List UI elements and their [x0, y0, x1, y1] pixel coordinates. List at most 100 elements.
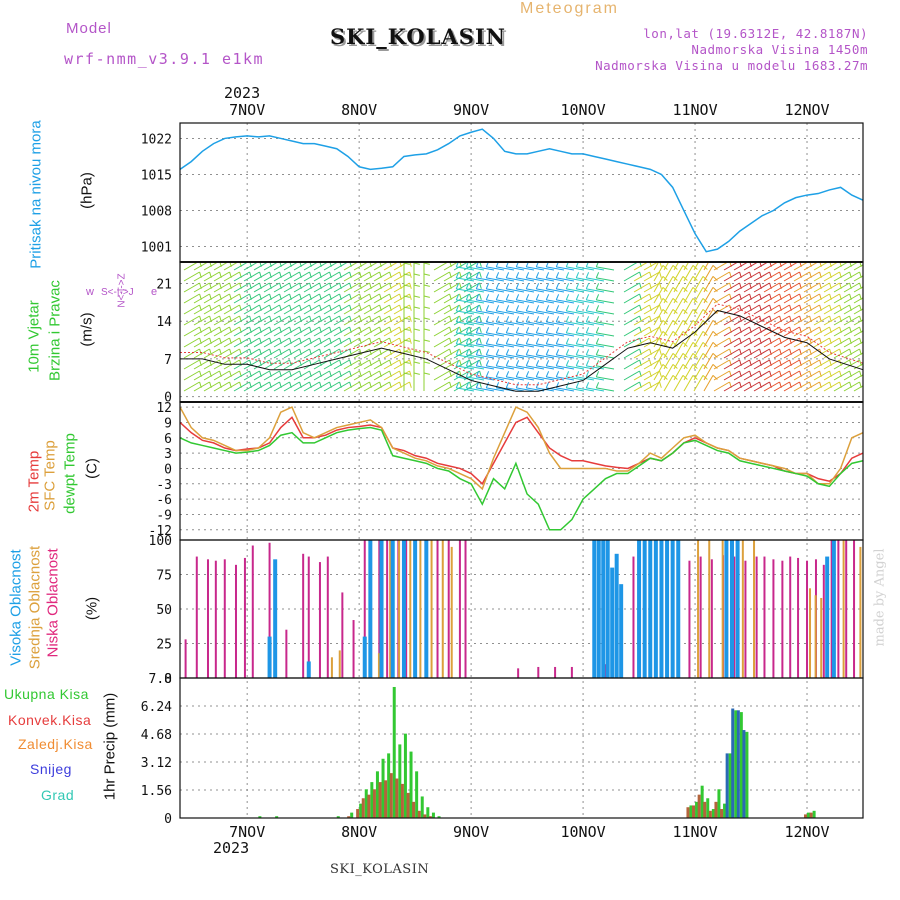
wind-barb — [763, 381, 780, 392]
low-cloud-bar — [302, 553, 305, 678]
wind-barb-flag — [423, 317, 430, 320]
wind-barb — [596, 343, 615, 348]
wind-barb — [693, 298, 704, 315]
wind-barb — [643, 315, 660, 326]
wind-barb-flag — [575, 316, 580, 323]
wind-barb — [833, 282, 850, 293]
wind-barb — [853, 308, 863, 315]
wind-barb-flag — [673, 254, 677, 258]
wind-barb — [243, 315, 260, 326]
wind-barb — [393, 271, 410, 282]
wind-barb — [623, 348, 640, 359]
wind-barb — [223, 337, 240, 348]
mid-cloud-bar — [398, 540, 401, 678]
wind-barb — [643, 359, 660, 370]
wind-barb — [576, 277, 595, 282]
wind-barb — [443, 304, 460, 315]
wind-barb — [203, 271, 220, 282]
wind-barb — [253, 337, 270, 348]
wind-barb — [713, 348, 730, 359]
wind-barb — [596, 277, 615, 282]
wind-barb-flag — [575, 283, 580, 290]
wind-barb — [303, 337, 320, 348]
wind-barb — [456, 310, 475, 315]
wind-barb — [213, 359, 230, 370]
wind-barb-flag — [505, 283, 510, 290]
wind-barb — [733, 337, 750, 348]
wind-barb-flag — [565, 327, 570, 334]
wind-barb — [713, 271, 730, 282]
wind-barb — [733, 370, 750, 381]
wind-barb — [823, 337, 840, 348]
wind-barb-flag — [404, 252, 410, 253]
wind-barb-flag — [535, 349, 540, 356]
wind-barb — [663, 353, 674, 370]
wind-barb-flag — [409, 282, 412, 289]
wind-barb-flag — [465, 305, 470, 312]
y-tick-label: 4.68 — [141, 728, 172, 743]
wind-barb — [183, 315, 200, 326]
wind-barb — [203, 315, 220, 326]
year-label-top: 2023 — [224, 84, 261, 102]
wind-barb — [723, 293, 740, 304]
wind-barb-flag — [423, 262, 430, 265]
wind-barb — [363, 271, 380, 282]
day-label-bottom: 7NOV — [229, 823, 265, 841]
wind-barb-flag — [409, 370, 412, 377]
wind-barb — [743, 370, 760, 381]
mid-cloud-bar — [450, 546, 453, 678]
wind-barb-flag — [535, 283, 540, 290]
wind-barb — [703, 320, 714, 337]
wind-barb — [663, 309, 674, 326]
wind-barb — [853, 374, 863, 381]
wind-barb — [546, 310, 565, 315]
wind-barb-flag — [455, 305, 460, 312]
wind-barb — [653, 287, 664, 304]
wind-barb — [393, 304, 410, 315]
wind-barb — [623, 271, 640, 282]
wind-barb — [813, 293, 830, 304]
wind-barb — [466, 310, 485, 315]
wind-barb — [293, 337, 310, 348]
wind-barb — [373, 337, 390, 348]
wind-barb — [253, 359, 270, 370]
wind-barb — [623, 282, 640, 293]
wind-barb — [813, 337, 830, 348]
wind-barb — [193, 315, 210, 326]
wind-barb — [323, 348, 340, 359]
wind-barb — [496, 299, 515, 304]
wind-barb — [263, 359, 280, 370]
wind-barb-flag — [535, 316, 540, 323]
wind-barb — [693, 309, 704, 326]
wind-barb — [183, 359, 200, 370]
wind-barb — [313, 370, 330, 381]
wind-barb — [333, 337, 350, 348]
wind-barb — [333, 359, 350, 370]
wind-barb-flag — [485, 272, 490, 279]
wind-barb — [433, 370, 450, 381]
wind-barb-flag — [575, 305, 580, 312]
legend-snow: Snijeg — [30, 761, 72, 777]
wind-barb-flag — [585, 272, 590, 279]
wind-barb-flag — [413, 306, 420, 309]
high-cloud-bar — [601, 540, 606, 678]
wind-barb-flag — [403, 306, 410, 309]
high-cloud-bar — [653, 540, 658, 678]
wind-barb — [343, 337, 360, 348]
wind-barb — [596, 387, 615, 392]
wind-barb — [253, 381, 270, 392]
wind-barb-flag — [525, 371, 530, 378]
wind-barb — [763, 271, 780, 282]
mid-cloud-bar — [820, 597, 823, 678]
wind-barb — [653, 353, 664, 370]
wind-barb — [223, 315, 240, 326]
wind-barb — [576, 343, 595, 348]
wind-barb-flag — [413, 262, 420, 265]
wind-barb-flag — [485, 305, 490, 312]
y-tick-label: 1.56 — [141, 784, 172, 799]
wind-barb — [333, 304, 350, 315]
wind-barb — [633, 304, 650, 315]
wind-barb — [253, 293, 270, 304]
wind-barb — [253, 370, 270, 381]
wind-barb-flag — [495, 338, 500, 345]
